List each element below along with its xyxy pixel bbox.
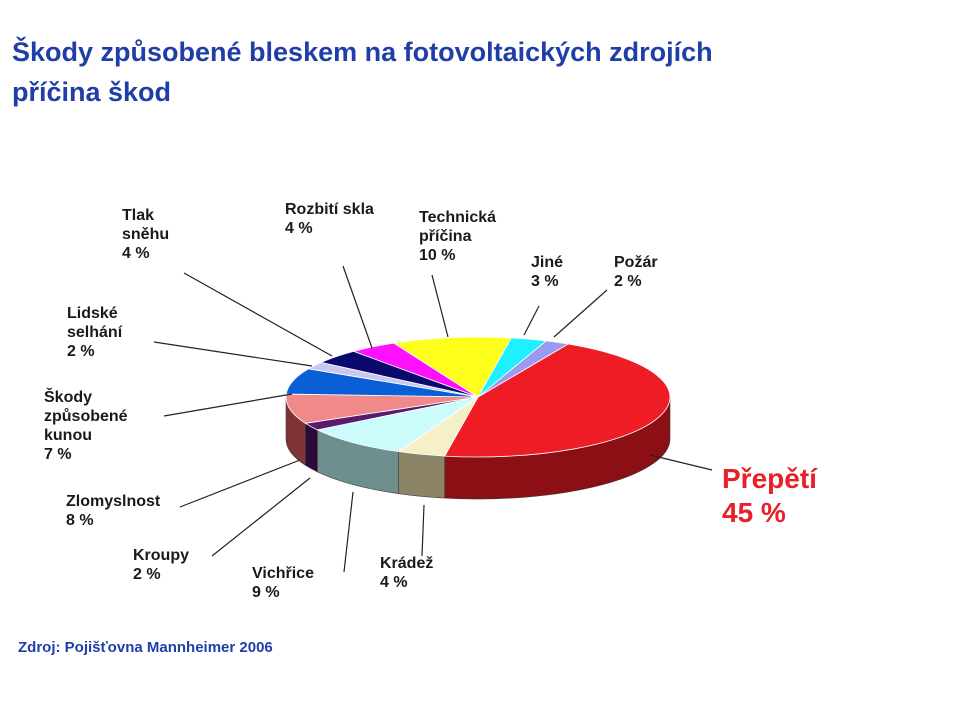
pie-slice-prepeti xyxy=(443,343,671,458)
leader-line-prepeti xyxy=(649,454,713,471)
leader-line-lidske xyxy=(153,341,313,367)
slice-name-jine: Jiné xyxy=(531,254,563,271)
leader-line-snih xyxy=(183,272,333,357)
pie-side-kradez xyxy=(398,451,445,499)
slice-label-pozar: Požár 2 % xyxy=(614,254,658,290)
slice-name-zlomyslnost: Zlomyslnost xyxy=(66,493,161,510)
slice-name-vichrice: Vichřice xyxy=(252,565,314,582)
slice-name-snih: sněhu xyxy=(122,226,169,243)
leader-line-kradez xyxy=(421,504,425,557)
slice-name-sklo: Rozbití skla xyxy=(285,201,374,218)
slice-value-vichrice: 9 % xyxy=(252,584,280,601)
leader-line-sklo xyxy=(342,265,373,349)
slice-name-kroupy: Kroupy xyxy=(133,547,189,564)
slice-label-kuna: Škody způsobené kunou 7 % xyxy=(44,387,128,463)
leader-line-kuna xyxy=(163,393,293,417)
title-line-1: Škody způsobené bleskem na fotovoltaický… xyxy=(12,37,713,67)
slice-name-technicka: Technická xyxy=(419,209,496,226)
slice-value-kroupy: 2 % xyxy=(133,566,161,583)
slice-value-kradez: 4 % xyxy=(380,574,408,591)
slice-name-pozar: Požár xyxy=(614,254,658,271)
pie-slice-technicka xyxy=(392,336,513,398)
leader-line-technicka xyxy=(431,274,449,338)
slice-name-lidske: selhání xyxy=(67,324,123,341)
slice-value-sklo: 4 % xyxy=(285,220,313,237)
pie-slice-vichrice xyxy=(316,396,479,453)
title-line-2: příčina škod xyxy=(12,77,172,107)
slice-name-technicka: příčina xyxy=(419,228,472,245)
chart-title: Škody způsobené bleskem na fotovoltaický… xyxy=(12,32,713,112)
slice-name-kuna: způsobené xyxy=(44,408,128,425)
slice-name-kuna: Škody xyxy=(44,387,92,406)
leader-line-pozar xyxy=(553,289,608,338)
slice-name-kuna: kunou xyxy=(44,427,92,444)
leader-line-vichrice xyxy=(343,491,354,573)
pie-labels: Přepětí 45 % Krádež 4 % Vichřice 9 % Kroupy 2 %… xyxy=(44,201,818,601)
slice-label-sklo: Rozbití skla 4 % xyxy=(285,201,374,237)
slice-value-prepeti: 45 % xyxy=(722,497,786,528)
slice-name-lidske: Lidské xyxy=(67,305,118,322)
leader-line-zlomyslnost xyxy=(179,459,301,508)
pie-side-layer xyxy=(285,396,671,500)
slice-label-jine: Jiné 3 % xyxy=(531,254,563,290)
leader-line-kroupy xyxy=(211,477,311,557)
slice-label-lidske: Lidské selhání 2 % xyxy=(67,305,123,360)
slice-value-jine: 3 % xyxy=(531,273,559,290)
pie-side-kroupy xyxy=(305,422,318,473)
slice-name-kradez: Krádež xyxy=(380,555,433,572)
slice-value-zlomyslnost: 8 % xyxy=(66,512,94,529)
slice-label-vichrice: Vichřice 9 % xyxy=(252,565,314,601)
pie-slice-pozar xyxy=(477,340,570,398)
slice-label-kradez: Krádež 4 % xyxy=(380,555,433,591)
slice-name-prepeti: Přepětí xyxy=(722,463,818,494)
slice-value-technicka: 10 % xyxy=(419,247,455,264)
slice-value-kuna: 7 % xyxy=(44,446,72,463)
slice-label-snih: Tlak sněhu 4 % xyxy=(122,207,169,262)
slice-label-technicka: Technická příčina 10 % xyxy=(419,209,496,264)
slice-name-snih: Tlak xyxy=(122,207,154,224)
leader-line-jine xyxy=(523,305,540,336)
slice-label-zlomyslnost: Zlomyslnost 8 % xyxy=(66,493,161,529)
pie-top-layer xyxy=(285,336,671,458)
slice-value-snih: 4 % xyxy=(122,245,150,262)
slice-value-pozar: 2 % xyxy=(614,273,642,290)
slice-label-prepeti: Přepětí 45 % xyxy=(722,463,818,528)
slice-value-lidske: 2 % xyxy=(67,343,95,360)
source-note: Zdroj: Pojišťovna Mannheimer 2006 xyxy=(18,639,273,656)
slice-label-kroupy: Kroupy 2 % xyxy=(133,547,189,583)
